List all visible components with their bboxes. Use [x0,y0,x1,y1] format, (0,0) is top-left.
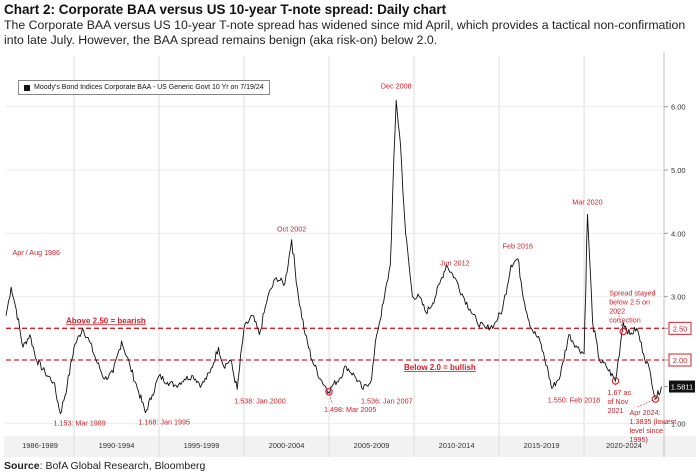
annotation: 1.67 as of Nov 2021 [608,377,632,415]
chart-subtitle: The Corporate BAA versus US 10-year T-no… [4,18,686,47]
annotation: Apr / Aug 1986 [13,248,61,257]
annotation: 1.168: Jan 1995 [138,418,190,427]
annotation: Feb 2016 [503,242,533,251]
annotation-label: 1.538: Jan 2000 [234,396,286,405]
annotation-label-line: Apr / Aug 1986 [13,248,61,257]
y-tick-label: 5.00 [671,166,686,175]
series-line [5,99,662,415]
annotation-label-line: 1.536: Jan 2007 [361,396,413,405]
annotation-marker [325,388,333,396]
annotation: 1.153: Mar 1989 [53,419,105,428]
annotation-label-line: 1.498: Mar 2005 [324,405,376,414]
annotation: Oct 2002 [277,225,306,234]
x-tick-label: 2005-2009 [354,441,390,450]
legend-swatch [24,84,30,91]
annotation-leader [616,309,624,332]
y-tick-label: 3.00 [671,293,686,302]
y-tick-label: 2.50 [673,324,688,333]
x-axis-band [4,436,696,457]
annotation-label-line: 1.550: Feb 2018 [548,396,600,405]
annotation-label-line: 1995) [629,435,647,444]
annotation-label-line: 1.168: Jan 1995 [138,418,190,427]
annotation-label: Spread stayed below 2.5 on 2022 correction [609,289,655,325]
annotation-label: Feb 2016 [503,242,533,251]
annotation-label-line: 1.538: Jan 2000 [234,396,286,405]
last-value-label: 1.5811 [671,383,693,392]
source-label: Source [4,460,40,472]
chart-area: Above 2.50 = bearish Below 2.0 = bullish … [4,52,696,457]
annotation-label: 1.153: Mar 1989 [53,419,105,428]
annotation-label-line: Oct 2002 [277,225,306,234]
annotation-label: Apr / Aug 1986 [13,248,61,257]
annotation-label-line: 1.67 as [608,388,632,397]
y-ref-tick-box [668,353,692,367]
annotation-label-line: correction [609,316,641,325]
y-tick-label: 6.00 [671,103,686,112]
annotation-label: 1.536: Jan 2007 [361,396,413,405]
annotation: Apr 2024: 1.3835 (lowest level since 1995) [629,395,676,444]
annotation-label-line: level since [629,426,663,435]
chart-legend: Moody's Bond Indices Corporate BAA - US … [18,80,270,95]
chart-background [4,52,696,457]
y-tick-label: 4.00 [671,229,686,238]
annotation-label-line: of Nov [608,397,629,406]
annotation-label-line: 2022 [609,307,625,316]
annotation-label: Dec 2008 [381,81,412,90]
annotation-label-line: 1.3835 (lowest [629,417,676,426]
annotation-leader [328,391,333,404]
x-tick-label: 2015-2019 [524,441,560,450]
x-tick-label: 2000-2004 [269,441,305,450]
annotation: 1.536: Jan 2007 [361,396,413,405]
x-tick-label: 1986-1989 [22,441,58,450]
annotation-label-line: Dec 2008 [381,81,412,90]
source-note: Source: BofA Global Research, Bloomberg [4,460,205,472]
annotation-label: 1.168: Jan 1995 [138,418,190,427]
annotation-label-line: Apr 2024: [629,408,660,417]
y-ref-tick-box [668,321,692,335]
legend-label: Moody's Bond Indices Corporate BAA - US … [34,84,264,91]
x-tick-label: 2020-2024 [606,441,642,450]
annotation: 1.538: Jan 2000 [234,396,286,405]
annotation-label-line: Spread stayed [609,289,655,298]
annotation-label-line: below 2.5 on [609,298,650,307]
x-tick-label: 2010-2014 [439,441,475,450]
y-tick-label: 1.00 [671,419,686,428]
annotation-label: Oct 2002 [277,225,306,234]
x-tick-label: 1990-1994 [99,441,135,450]
annotation-label-line: 2021 [608,406,624,415]
annotation-label-line: Mar 2020 [572,197,602,206]
last-value-box [669,380,695,393]
annotation-marker [619,327,627,336]
annotation: 1.498: Mar 2005 [324,388,376,414]
chart-title: Chart 2: Corporate BAA versus US 10-year… [4,2,447,17]
annotation: Jun 2012 [440,259,470,268]
annotation-label-line: Jun 2012 [440,259,470,268]
annotation-label: Jun 2012 [440,259,470,268]
annotation-label: Mar 2020 [572,197,602,206]
x-tick-label: 1995-1999 [184,441,220,450]
annotation-marker [651,395,660,403]
annotation: Mar 2020 [572,197,602,206]
y-tick-label: 2.00 [673,356,688,365]
annotation-label: 1.550: Feb 2018 [548,396,600,405]
annotation: Spread stayed below 2.5 on 2022 correction [609,289,656,336]
annotation-label: 1.67 as of Nov 2021 [608,388,632,415]
bearish-label: Above 2.50 = bearish [66,316,146,325]
source-text: : BofA Global Research, Bloomberg [39,460,206,472]
annotation-label-line: Feb 2016 [503,242,533,251]
annotation-label: 1.498: Mar 2005 [324,405,376,414]
annotation-leader [637,398,656,408]
annotation: Dec 2008 [381,81,412,90]
bullish-label: Below 2.0 = bullish [404,363,476,372]
annotation-label: Apr 2024: 1.3835 (lowest level since 1995) [629,408,676,444]
annotation-label-line: 1.153: Mar 1989 [53,419,105,428]
annotation: 1.550: Feb 2018 [548,396,600,405]
